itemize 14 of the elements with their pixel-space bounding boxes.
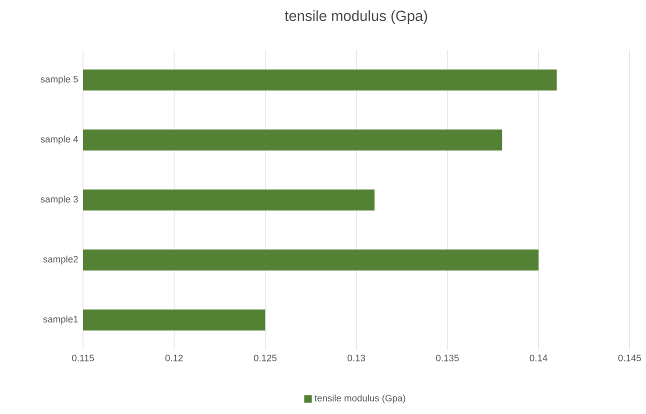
x-tick-label: 0.13: [348, 354, 365, 362]
y-tick-label: sample 4: [40, 136, 78, 144]
y-tick-label: sample 5: [40, 76, 78, 84]
x-tick-label: 0.145: [618, 354, 641, 362]
x-tick-label: 0.135: [436, 354, 459, 362]
legend-label: tensile modulus (Gpa): [314, 394, 406, 404]
y-tick-label: sample 3: [40, 196, 78, 204]
x-tick-label: 0.12: [165, 354, 183, 362]
x-tick-label: 0.115: [72, 354, 94, 362]
y-tick-label: sample2: [43, 256, 78, 264]
y-tick-label: sample1: [43, 316, 78, 324]
x-tick-label: 0.14: [530, 354, 548, 362]
x-tick-label: 0.125: [254, 354, 276, 362]
chart-title: tensile modulus (Gpa): [284, 10, 428, 24]
